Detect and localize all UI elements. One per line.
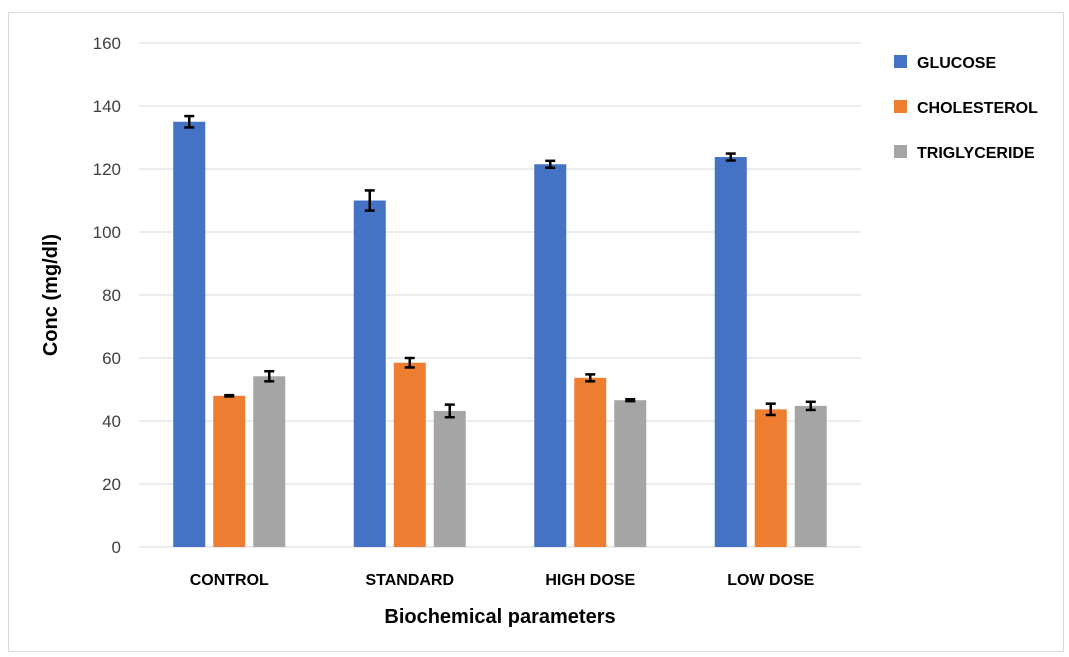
bar-cholesterol-low-dose xyxy=(754,409,787,547)
chart-frame: 0 20 40 60 80 100 120 140 160 CONTROL STANDARD HIG… xyxy=(8,12,1064,652)
error-bar xyxy=(264,369,275,383)
x-category-label: HIGH DOSE xyxy=(545,572,635,589)
bar-cholesterol-high-dose xyxy=(574,377,607,547)
y-tick-label: 60 xyxy=(102,349,121,368)
bar-cholesterol-standard xyxy=(393,362,426,547)
bars xyxy=(173,121,827,547)
bar-triglyceride-low-dose xyxy=(794,405,827,547)
bar-chart: 0 20 40 60 80 100 120 140 160 CONTROL STANDARD HIG… xyxy=(40,34,1038,628)
y-tick-label: 0 xyxy=(112,538,121,557)
y-tick-label: 80 xyxy=(102,286,121,305)
x-category-label: LOW DOSE xyxy=(727,572,814,589)
bar-cholesterol-control xyxy=(213,395,246,547)
error-bar xyxy=(585,373,596,383)
legend-label: TRIGLYCERIDE xyxy=(917,145,1035,162)
legend: GLUCOSE CHOLESTEROL TRIGLYCERIDE xyxy=(894,55,1038,162)
bar-triglyceride-control xyxy=(253,376,286,547)
error-bar xyxy=(805,400,816,412)
bar-glucose-standard xyxy=(353,200,386,547)
legend-swatch xyxy=(894,145,907,158)
error-bar xyxy=(404,356,415,369)
legend-label: GLUCOSE xyxy=(917,55,996,72)
bar-glucose-control xyxy=(173,121,206,547)
bar-triglyceride-high-dose xyxy=(614,400,647,547)
legend-item: GLUCOSE xyxy=(894,55,996,72)
bar-glucose-low-dose xyxy=(714,157,747,547)
bar-triglyceride-standard xyxy=(433,410,466,547)
x-category-label: STANDARD xyxy=(365,572,454,589)
y-axis-ticks: 0 20 40 60 80 100 120 140 160 xyxy=(93,34,121,557)
y-tick-label: 120 xyxy=(93,160,121,179)
error-bar xyxy=(765,402,776,417)
legend-swatch xyxy=(894,55,907,68)
legend-swatch xyxy=(894,100,907,113)
gridlines xyxy=(139,42,861,548)
error-bar xyxy=(625,398,636,403)
error-bar xyxy=(545,159,556,169)
legend-item: TRIGLYCERIDE xyxy=(894,145,1035,162)
x-axis-title: Biochemical parameters xyxy=(384,606,615,628)
error-bars xyxy=(184,114,816,419)
legend-item: CHOLESTEROL xyxy=(894,100,1038,117)
y-tick-label: 20 xyxy=(102,475,121,494)
y-tick-label: 40 xyxy=(102,412,121,431)
y-tick-label: 140 xyxy=(93,97,121,116)
legend-label: CHOLESTEROL xyxy=(917,100,1038,117)
y-tick-label: 100 xyxy=(93,223,121,242)
x-axis-categories: CONTROL STANDARD HIGH DOSE LOW DOSE xyxy=(190,572,815,589)
error-bar xyxy=(364,189,375,212)
y-tick-label: 160 xyxy=(93,34,121,53)
y-axis-title: Conc (mg/dl) xyxy=(40,234,62,356)
x-category-label: CONTROL xyxy=(190,572,269,589)
error-bar xyxy=(184,114,195,129)
error-bar xyxy=(224,393,235,398)
bar-glucose-high-dose xyxy=(534,164,567,547)
error-bar xyxy=(725,152,736,162)
error-bar xyxy=(444,403,455,419)
